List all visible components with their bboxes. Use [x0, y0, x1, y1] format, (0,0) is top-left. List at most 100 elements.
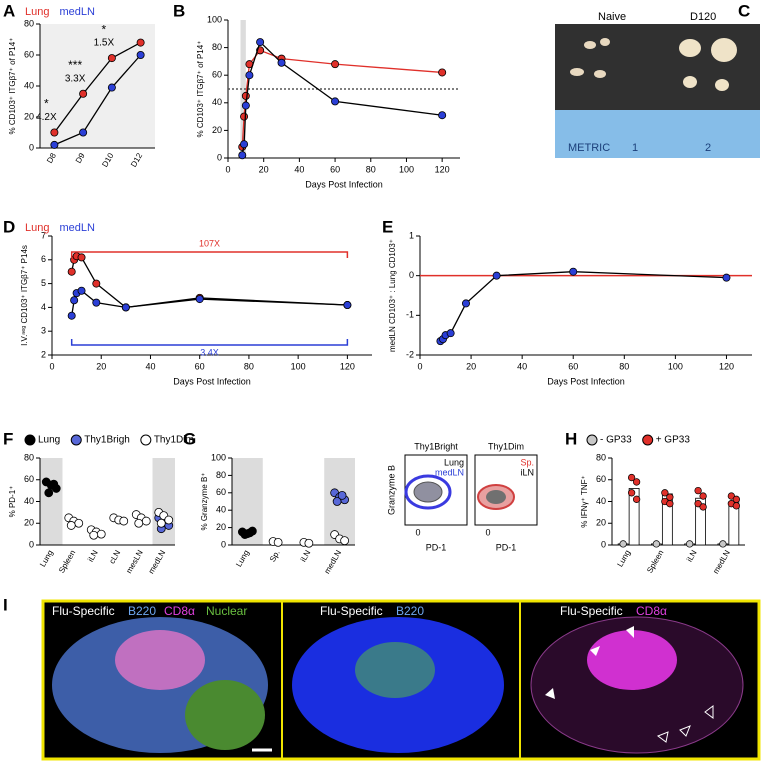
data-point: [195, 295, 204, 304]
legend-label: + GP33: [656, 435, 691, 446]
data-point: [438, 111, 447, 120]
arrowhead: [704, 705, 714, 719]
shaded-region: [240, 20, 246, 158]
y-tick-label: 4: [41, 302, 46, 312]
contour: [404, 474, 452, 510]
x-tick-label: iLN: [685, 548, 699, 563]
lymph-node: [600, 38, 610, 46]
annotation-stars: *: [102, 22, 107, 36]
y-tick-label: 5: [41, 278, 46, 288]
data-point: [241, 101, 250, 110]
data-point: [652, 540, 661, 548]
lymph-node: [679, 39, 701, 57]
y-tick-label: 2: [41, 349, 46, 359]
legend-label: medLN: [59, 6, 95, 18]
x-tick-label: 120: [340, 361, 355, 371]
y-tick-label: 100: [211, 452, 226, 462]
y-tick-label: 40: [212, 97, 222, 107]
y-tick-label: 60: [212, 70, 222, 80]
y-tick-label: -2: [406, 349, 414, 359]
flow-panel: Granzyme B Thy1Bright Lung medLN 0 PD-1 …: [386, 441, 538, 552]
x-tick-label: 80: [619, 361, 629, 371]
x-tick-label: 60: [330, 164, 340, 174]
y-tick-label: 0: [409, 270, 414, 280]
data-point: [699, 503, 707, 511]
data-point: [141, 516, 151, 526]
x-tick-label: D8: [45, 151, 58, 165]
y-tick-label: 60: [596, 474, 606, 484]
y-axis-label: % CD103⁺ ITGβ7⁺ of P14⁺: [8, 38, 17, 135]
x-tick-label: 20: [259, 164, 269, 174]
tissue: [115, 630, 205, 690]
data-point: [569, 267, 578, 276]
data-point: [619, 540, 627, 548]
x-tick-label: D12: [129, 151, 144, 169]
axis-label: PD-1: [496, 542, 517, 552]
arrowhead: [590, 646, 600, 656]
y-tick-label: -1: [406, 310, 414, 320]
data-point: [446, 329, 455, 338]
panel-letter: C: [738, 1, 750, 20]
channel-label: B220: [396, 604, 424, 618]
y-tick-label: 0: [221, 539, 226, 549]
y-axis-label: medLN CD103⁺ : Lung CD103⁺: [388, 239, 397, 352]
panel-letter: B: [173, 1, 185, 20]
data-point: [240, 112, 249, 121]
x-tick-label: 120: [719, 361, 734, 371]
y-tick-label: 6: [41, 254, 46, 264]
data-point: [156, 518, 166, 528]
flow-title: Thy1Bright: [414, 441, 458, 451]
y-axis-label: % CD103⁺ ITGβ7⁺ of P14⁺: [196, 41, 205, 138]
x-tick-label: 20: [466, 361, 476, 371]
legend-label: Thy1Dim: [154, 435, 194, 446]
legend-label: medLN: [59, 222, 95, 234]
contour: [486, 490, 506, 504]
data-point: [74, 518, 84, 528]
data-point: [70, 296, 79, 305]
channel-label: CD8α: [164, 604, 195, 618]
y-axis-label: I.V.ⁿᵉᵍ CD103⁺ ITGβ7⁺ P14s: [20, 245, 29, 346]
annotation-label: 4.2X: [36, 112, 57, 123]
data-point: [340, 536, 350, 546]
y-tick-label: 80: [212, 42, 222, 52]
data-point: [438, 68, 447, 77]
legend-marker: [140, 434, 152, 446]
x-tick-label: 0: [417, 361, 422, 371]
data-point: [77, 286, 86, 295]
legend-label: Lung: [25, 222, 49, 234]
channel-label: Nuclear: [206, 604, 247, 618]
data-point: [92, 279, 101, 288]
y-axis-label: % Granzyme B⁺: [200, 472, 209, 530]
arrowhead: [626, 626, 634, 638]
tissue: [355, 642, 435, 698]
data-point: [727, 492, 736, 500]
ruler-label: 1: [632, 142, 638, 154]
panel-c: C Naive D120 METRIC 1 2: [555, 1, 760, 158]
y-tick-label: 20: [216, 522, 226, 532]
x-tick-label: 100: [668, 361, 683, 371]
data-point: [136, 38, 145, 47]
ruler-label: METRIC: [568, 142, 610, 154]
annotation-stars: *: [44, 97, 49, 111]
legend-label: - GP33: [600, 435, 632, 446]
data-point: [685, 540, 694, 548]
legend-label: Lung: [25, 6, 49, 18]
x-tick-label: medLN: [322, 548, 343, 575]
data-point: [50, 128, 59, 137]
data-point: [79, 128, 88, 137]
data-point: [136, 51, 145, 60]
series-line: [241, 49, 443, 147]
data-point: [699, 492, 707, 500]
tissue: [587, 630, 677, 690]
bracket-label: 3.4X: [200, 347, 219, 357]
data-point: [666, 500, 674, 508]
data-point: [694, 486, 702, 495]
x-tick-label: 0: [49, 361, 54, 371]
data-point: [44, 488, 54, 498]
x-tick-label: 20: [96, 361, 106, 371]
x-tick-label: Spleen: [645, 549, 665, 575]
x-tick-label: 120: [435, 164, 450, 174]
y-tick-label: 80: [24, 452, 34, 462]
bar: [628, 488, 640, 546]
bracket: [70, 251, 349, 258]
